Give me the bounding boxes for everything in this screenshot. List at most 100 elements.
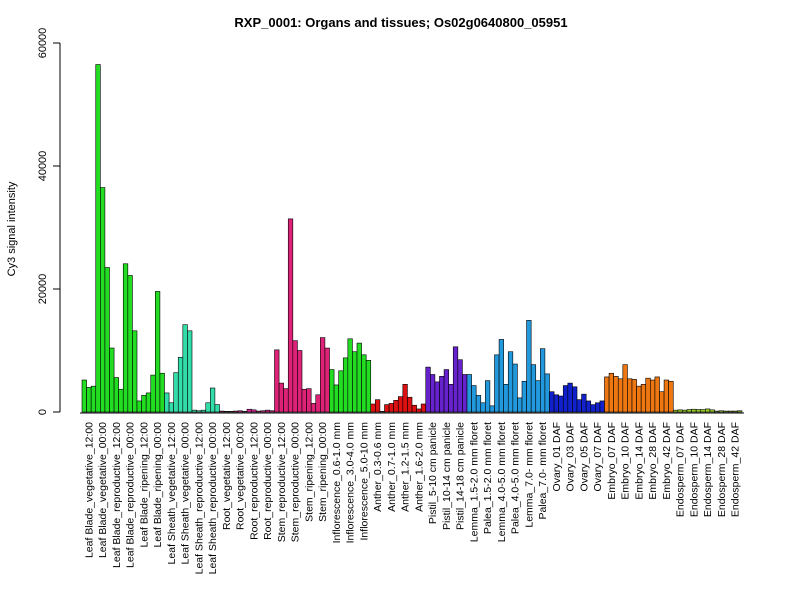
bar	[645, 377, 651, 413]
bar	[109, 347, 115, 413]
bar	[155, 291, 161, 413]
bar	[173, 372, 179, 413]
bar	[727, 410, 734, 413]
bar	[737, 410, 743, 413]
x-tick-label: Pistil_5-10 cm panicle	[427, 422, 439, 524]
x-tick-label: Leaf Blade_ripening_00:00	[152, 422, 164, 548]
bar	[558, 395, 564, 413]
bar	[95, 64, 101, 413]
bar	[324, 347, 330, 413]
bar	[159, 372, 165, 413]
bar	[507, 351, 514, 413]
bar	[668, 380, 674, 413]
x-tick-label: Pistil_14-18 cm panicle	[455, 422, 467, 530]
bar	[214, 404, 220, 413]
bar	[540, 348, 546, 413]
bar	[200, 409, 207, 413]
bar	[287, 218, 294, 413]
bar	[393, 400, 399, 413]
bar	[205, 402, 211, 413]
y-axis-title: Cy3 signal intensity	[6, 181, 18, 276]
x-tick-label: Endosperm_10 DAF	[688, 422, 700, 517]
bar	[544, 373, 550, 413]
bar	[260, 410, 266, 413]
x-tick-label: Anther_1.6-2.0 mm	[413, 422, 425, 512]
bar	[127, 275, 133, 413]
bar	[622, 364, 628, 413]
bar	[122, 263, 129, 413]
bar	[691, 408, 697, 413]
bar	[636, 385, 642, 413]
bar	[416, 408, 422, 413]
bar	[521, 380, 527, 413]
bar	[365, 360, 372, 413]
bar	[663, 379, 669, 413]
bar	[223, 411, 229, 413]
bar	[585, 400, 592, 413]
x-tick-label: Inflorescence_3.0-4.0 mm	[345, 422, 357, 544]
x-tick-label: Embryo_28 DAF	[647, 422, 659, 500]
bar	[434, 381, 440, 413]
x-tick-label: Endosperm_14 DAF	[702, 422, 714, 517]
x-tick-label: Anther_1.2-1.5 mm	[400, 422, 412, 512]
bar	[232, 410, 239, 413]
bar	[177, 356, 184, 413]
y-axis: 0 20000 40000 60000	[37, 28, 61, 415]
bar	[430, 374, 436, 413]
bar	[659, 391, 665, 413]
bar	[315, 394, 321, 413]
bar	[732, 410, 738, 413]
bar	[219, 410, 225, 413]
bar	[90, 385, 97, 413]
bar	[549, 391, 555, 413]
bar	[81, 379, 87, 413]
bar	[498, 339, 504, 413]
bar	[705, 408, 711, 413]
bar	[448, 384, 454, 413]
bar	[397, 396, 404, 413]
bar	[251, 409, 257, 413]
bar	[297, 350, 303, 413]
bar	[196, 410, 202, 413]
bar	[682, 409, 688, 413]
x-tick-label: Inflorescence_5.0-10 mm	[358, 422, 370, 541]
bar	[182, 324, 188, 413]
bar	[86, 387, 92, 413]
bar	[301, 388, 307, 413]
bar	[562, 385, 569, 413]
bar	[700, 409, 706, 413]
bar	[627, 378, 633, 413]
bar	[526, 320, 532, 413]
x-tick-label: Root_vegetative_00:00	[235, 422, 247, 530]
bar	[269, 410, 275, 413]
x-axis-labels: Leaf Blade_vegetative_12:00 Leaf Blade_ve…	[83, 422, 741, 575]
bar	[672, 409, 679, 413]
bar	[695, 409, 702, 413]
bar	[228, 411, 234, 413]
x-tick-label: Stem_reproductive_00:00	[290, 422, 302, 542]
bar	[595, 402, 601, 413]
bar	[191, 409, 197, 413]
bar	[237, 410, 243, 413]
bar	[141, 395, 147, 413]
bar	[576, 399, 582, 413]
bar	[439, 376, 445, 413]
bar	[310, 403, 317, 413]
bar	[246, 408, 252, 413]
bar	[535, 380, 541, 413]
bar	[118, 388, 124, 413]
y-tick-label: 40000	[37, 151, 49, 182]
x-tick-label: Endosperm_07 DAF	[675, 422, 687, 517]
x-tick-label: Ovary_01 DAF	[551, 422, 563, 491]
x-tick-label: Endosperm_42 DAF	[730, 422, 742, 517]
bar	[375, 399, 381, 413]
bar	[242, 411, 248, 413]
bar	[567, 382, 573, 413]
bar	[553, 394, 559, 413]
chart-title: RXP_0001: Organs and tissues; Os02g06408…	[234, 15, 567, 30]
bar	[512, 363, 518, 413]
bar	[471, 385, 477, 413]
x-tick-label: Stem_ripening_00:00	[317, 422, 329, 522]
x-tick-label: Endosperm_28 DAF	[716, 422, 728, 517]
x-tick-label: Leaf Sheath_vegetative_12:00	[166, 422, 178, 565]
